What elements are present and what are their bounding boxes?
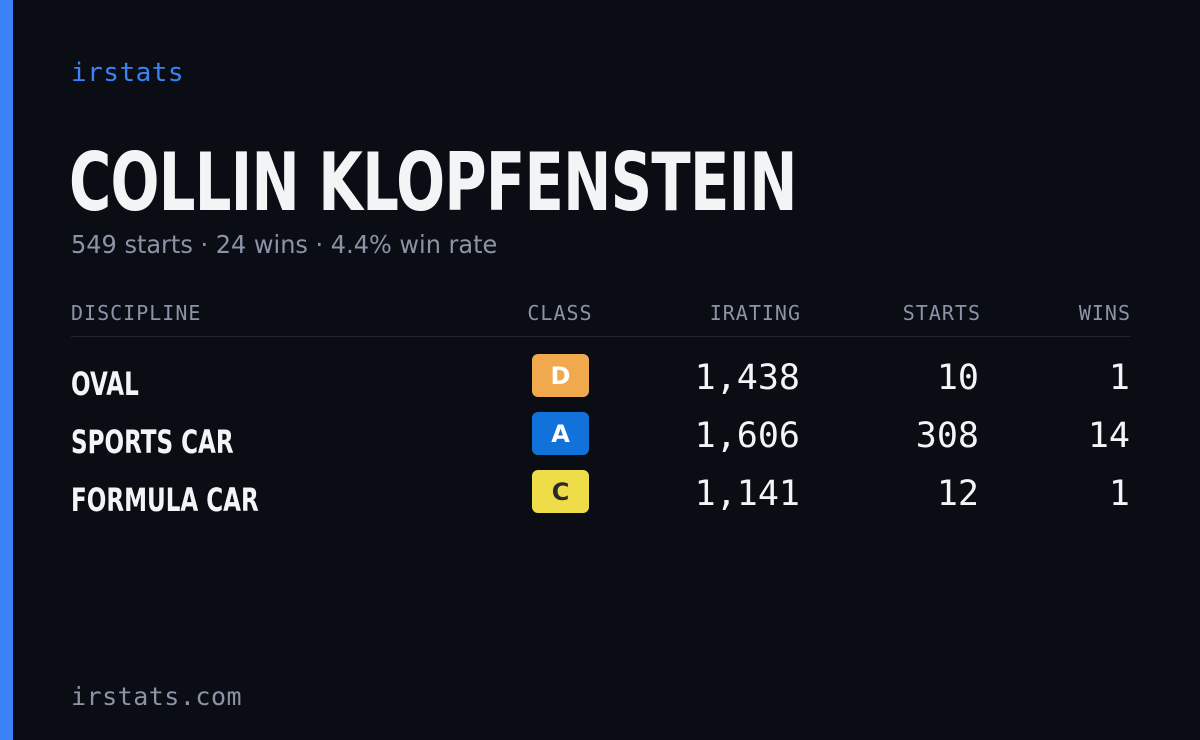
starts-value: 308 [915, 416, 979, 456]
column-header-class-label: CLASS [527, 301, 593, 325]
license-class-badge: D [532, 354, 589, 397]
table-row: SPORTS CAR A 1,606 308 14 [71, 412, 1131, 470]
column-header-irating: IRATING [709, 301, 801, 325]
starts-value: 10 [936, 358, 979, 398]
discipline-name: OVAL [71, 365, 139, 403]
header-divider [71, 336, 1131, 337]
brand-logo: irstats [71, 58, 185, 88]
accent-bar [0, 0, 13, 740]
wins-value: 1 [1108, 474, 1130, 514]
column-header-discipline: DISCIPLINE [71, 301, 202, 325]
license-class-badge: A [532, 412, 589, 455]
table-row: FORMULA CAR C 1,141 12 1 [71, 470, 1131, 528]
column-header-wins: WINS [1078, 301, 1131, 325]
license-class-badge: C [532, 470, 589, 513]
column-header-starts: STARTS [902, 301, 981, 325]
wins-value: 1 [1108, 358, 1130, 398]
discipline-name: FORMULA CAR [71, 481, 259, 519]
wins-value: 14 [1087, 416, 1130, 456]
driver-name: COLLIN KLOPFENSTEIN [69, 136, 798, 229]
table-row: OVAL D 1,438 10 1 [71, 354, 1131, 412]
irating-value: 1,438 [694, 358, 800, 398]
footer-site-url: irstats.com [71, 682, 243, 711]
driver-summary: 549 starts · 24 wins · 4.4% win rate [71, 230, 498, 259]
starts-value: 12 [936, 474, 979, 514]
irating-value: 1,606 [694, 416, 800, 456]
irating-value: 1,141 [694, 474, 800, 514]
discipline-name: SPORTS CAR [71, 423, 234, 461]
